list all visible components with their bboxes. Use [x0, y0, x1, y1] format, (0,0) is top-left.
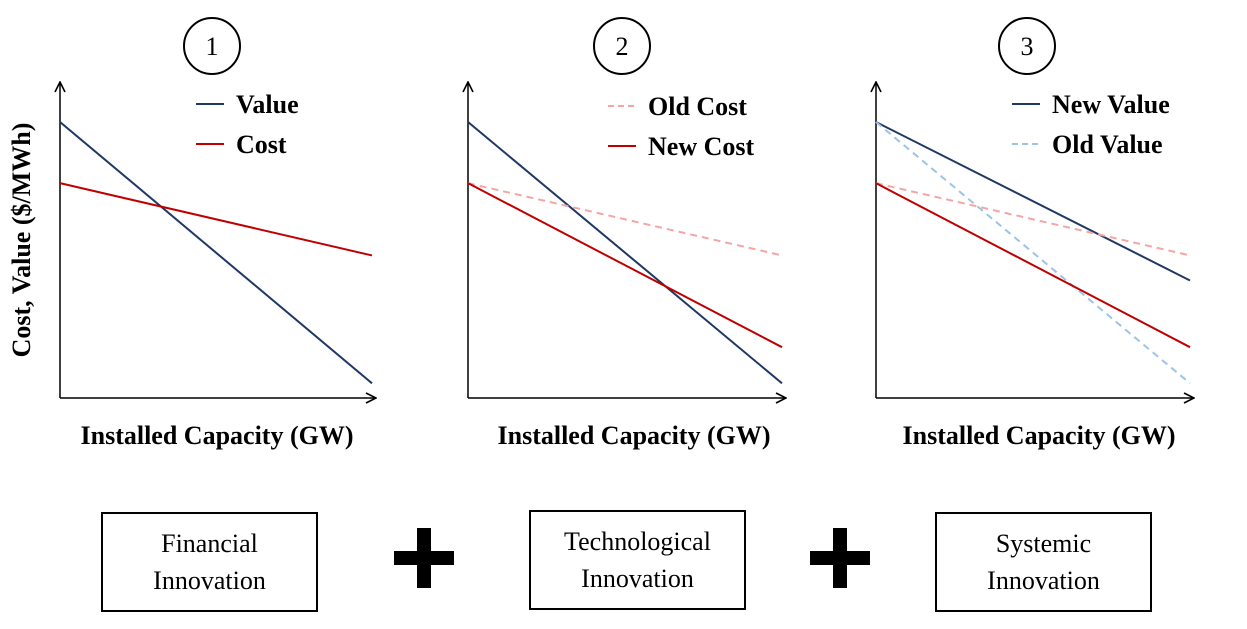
financial-innovation-box: Financial Innovation [101, 512, 318, 612]
x-axis-label: Installed Capacity (GW) [903, 421, 1176, 450]
box-line-2: Innovation [987, 566, 1100, 595]
panel-number-circle [593, 17, 651, 75]
series-line-new-cost [875, 182, 1191, 349]
y-axis-label: Cost, Value ($/MWh) [7, 123, 36, 358]
box-line-2: Innovation [581, 564, 694, 593]
legend-label: New Value [1052, 90, 1170, 119]
legend-label: New Cost [648, 132, 754, 161]
plus-icon [810, 528, 870, 588]
legend-label: Old Cost [648, 92, 747, 121]
box-line-2: Innovation [153, 566, 266, 595]
x-axis-label: Installed Capacity (GW) [498, 421, 771, 450]
box-line-1: Financial [161, 529, 258, 558]
series-line-old-value [875, 121, 1191, 385]
legend-label: Old Value [1052, 130, 1163, 159]
series-line-new-value [875, 121, 1191, 282]
plus-icon [394, 528, 454, 588]
panel-number: 2 [616, 32, 629, 61]
panel-number: 1 [206, 32, 219, 61]
box-line-1: Technological [564, 527, 711, 556]
panel-number-circle [183, 17, 241, 75]
technological-innovation-box: Technological Innovation [529, 510, 746, 610]
series-line-new-cost [467, 182, 783, 349]
series-line-value [467, 121, 783, 385]
x-axis-label: Installed Capacity (GW) [81, 421, 354, 450]
charts-canvas: Cost, Value ($/MWh) 1 Value Cost Installed … [7, 17, 1247, 450]
series-line-cost [59, 182, 373, 257]
series-line-value [59, 121, 373, 385]
systemic-innovation-box: Systemic Innovation [935, 512, 1152, 612]
box-line-1: Systemic [995, 529, 1092, 558]
panel-number: 3 [1021, 32, 1034, 61]
legend-label: Value [236, 90, 299, 119]
panel-number-circle [998, 17, 1056, 75]
legend-label: Cost [236, 130, 287, 159]
series-line-old-cost [467, 182, 783, 257]
series-line-old-cost [875, 182, 1191, 257]
